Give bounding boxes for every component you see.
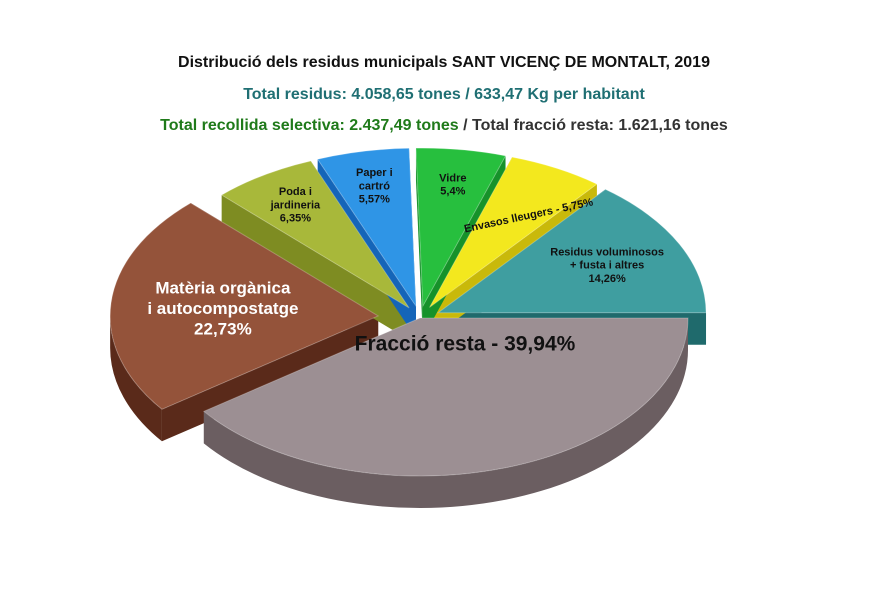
slice-label-residus-voluminosos-fusta-i-altres: Residus voluminosos + fusta i altres 14,26… xyxy=(550,247,664,285)
slice-cut-vidre-0 xyxy=(415,148,423,339)
selective-rest-line: Total recollida selectiva: 2.437,49 tone… xyxy=(0,117,888,135)
chart-title: Distribució dels residus municipals SANT… xyxy=(178,54,710,71)
slice-label-paper-i-cartro: Paper i cartró 5,57% xyxy=(356,167,393,205)
slice-label-fraccio-resta: Fracció resta - 39,94% xyxy=(355,332,576,355)
separator: / xyxy=(458,117,473,134)
slice-materia-organica-i-autocompostatge xyxy=(109,202,380,410)
slice-label-vidre: Vidre 5,4% xyxy=(439,172,466,197)
slice-side-materia-organica-i-autocompostatge xyxy=(110,315,162,442)
slice-label-materia-organica-i-autocompostatge: Matèria orgànica i autocompostatge 22,73% xyxy=(147,279,298,339)
rest-total: Total fracció resta: 1.621,16 tones xyxy=(472,117,728,134)
slice-envasos-lleugers xyxy=(429,156,598,308)
pie-slices xyxy=(109,147,707,477)
slice-cut-poda-i-jardineria-0 xyxy=(221,195,410,340)
selective-total: Total recollida selectiva: 2.437,49 tone… xyxy=(160,117,459,134)
slice-vidre xyxy=(415,147,507,308)
slice-side-fraccio-resta xyxy=(203,318,688,509)
slice-label-poda-i-jardineria: Poda i jardineria 6,35% xyxy=(270,186,321,224)
slice-residus-voluminosos-fusta-i-altres xyxy=(436,188,707,314)
slice-poda-i-jardineria xyxy=(220,160,410,309)
slice-fraccio-resta xyxy=(202,317,689,477)
total-waste-line: Total residus: 4.058,65 tones / 633,47 K… xyxy=(243,86,645,103)
slice-paper-i-cartro xyxy=(316,147,417,309)
